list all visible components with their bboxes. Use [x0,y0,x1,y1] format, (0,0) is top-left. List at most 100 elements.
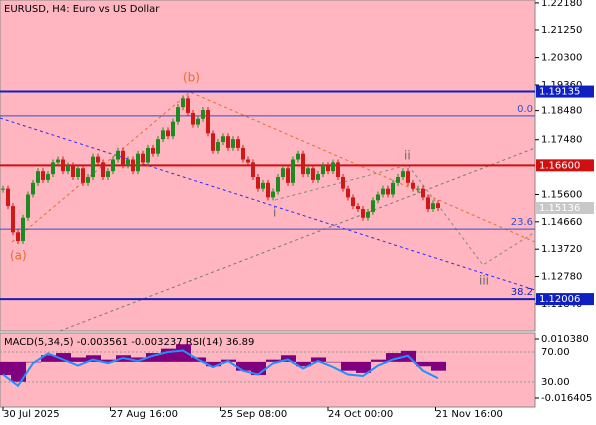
y-tick-label: 1.15600 [541,189,582,200]
candle [326,165,330,172]
candle [36,171,40,183]
chart-title: EURUSD, H4: Euro vs US Dollar [4,4,160,15]
candle [126,159,130,166]
candle [286,168,290,183]
x-tick-label: 25 Sep 08:00 [221,409,288,420]
candle [311,168,315,180]
candle [141,153,145,163]
y2-tick-label: 30.00 [541,377,570,388]
candle [46,174,50,180]
fib-label: 38.2 [511,287,533,298]
candle [201,110,205,119]
candle [411,182,415,189]
candle [371,200,375,212]
macd-bar [101,359,116,362]
macd-bar [281,355,296,362]
candle [356,206,360,210]
candle [331,162,335,172]
candle [296,153,300,160]
wave-label: iii [479,274,489,288]
candle [21,217,25,242]
y-tick-label: 1.13720 [541,244,582,255]
trend-line [59,147,536,332]
y-tick-label: 1.22180 [541,0,582,9]
level-tag [536,293,594,306]
candle [151,147,155,154]
level-label: 1.12006 [539,294,580,305]
candle [171,121,175,137]
candle [6,188,10,207]
macd-bar [386,353,401,362]
candle [156,139,160,154]
wave-label: (a) [10,249,27,263]
level-label: 1.16600 [539,160,580,171]
candle [346,188,350,198]
x-tick-label: 24 Oct 00:00 [328,409,393,420]
wave-label: ii [404,149,411,163]
x-tick-label: 30 Jul 2025 [3,409,60,420]
candle [401,171,405,177]
y-tick-label: 1.18480 [541,106,582,117]
candle [166,130,170,137]
wave-label: i [273,206,276,220]
candle [136,153,140,172]
y-tick-label: 0.010380 [541,334,589,345]
candle [386,188,390,195]
candle [211,133,215,151]
macd-bar [176,344,191,362]
candle [96,156,100,163]
candle [266,182,270,198]
candle [426,197,430,210]
y2-tick-label: 70.00 [541,347,570,358]
macd-bar [131,357,146,362]
candle [206,110,210,134]
level-label: 1.19135 [539,87,580,98]
candle [271,191,275,198]
candle [231,139,235,148]
candle [226,136,230,148]
candle [131,159,135,172]
y-tick-label: 1.14660 [541,217,582,228]
candle [51,162,55,175]
x-tick-label: 27 Aug 16:00 [111,409,178,420]
candle [391,182,395,195]
y-tick-label: 1.21250 [541,25,582,36]
candle [31,182,35,195]
x-tick-label: 21 Nov 16:00 [436,409,503,420]
macd-bar [146,353,161,362]
candle [321,165,325,175]
macd-bar [11,361,26,382]
y-tick-label: 1.19360 [541,80,582,91]
candle [416,188,420,190]
candle [431,203,435,210]
candle [11,206,15,233]
macd-bar [296,361,311,367]
candle [256,176,260,189]
y-tick-label: 1.12780 [541,272,582,283]
candle [421,188,425,198]
macd-bar [356,361,371,373]
candle [86,176,90,183]
candle [61,159,65,172]
macd-bar [371,359,386,362]
fib-label: 0.0 [517,104,533,115]
candle [221,136,225,143]
candle [106,171,110,177]
candle [41,171,45,180]
candle [241,147,245,160]
candle [276,176,280,192]
candle [291,159,295,183]
wave-label: (b) [183,71,200,85]
macd-bar [311,357,326,362]
y-tick-label: 1.17480 [541,135,582,146]
candle [56,159,60,163]
macd-bar [71,357,86,362]
candle [261,182,265,189]
fib-label: 23.6 [511,217,533,228]
indicator-title: MACD(5,34,5) -0.003561 -0.003237 RSI(14)… [4,337,254,348]
y-tick-label: -0.016405 [541,393,592,404]
macd-bar [41,355,56,362]
y-tick-label: 1.20300 [541,53,582,64]
candle [26,194,30,218]
macd-bar [266,359,281,362]
